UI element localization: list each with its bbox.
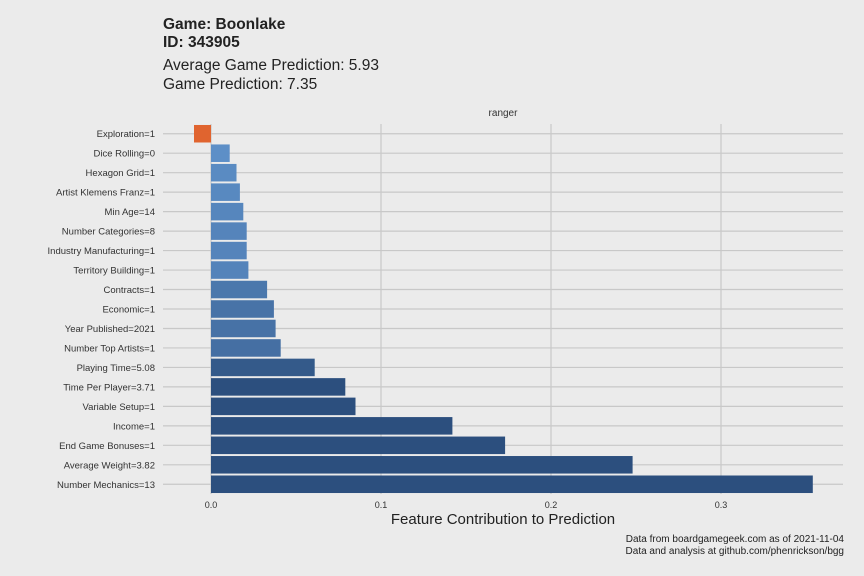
bar [211,417,453,435]
y-category-label: Number Categories=8 [62,227,155,238]
y-category-label: Number Top Artists=1 [64,343,155,354]
bar [211,241,247,260]
chart-title-id: ID: 343905 [163,34,240,51]
y-category-label: Dice Rolling=0 [93,149,155,160]
bar [211,397,356,416]
bar [211,163,237,182]
bar [211,358,315,377]
y-category-label: Industry Manufacturing=1 [48,246,155,257]
y-category-label: Variable Setup=1 [83,402,155,413]
bar [211,144,230,162]
bar [194,124,211,143]
x-tick-label: 0.2 [545,500,558,510]
y-category-label: Playing Time=5.08 [77,363,155,374]
bar [211,475,813,494]
bar [211,280,268,299]
label-layer: 0.0 0.1 0.2 0.3 Exploration=1 Dice Rolling=0 H… [48,129,728,510]
bar [211,319,276,338]
y-category-label: Year Published=2021 [65,324,155,335]
x-tick-label: 0.0 [205,500,218,510]
y-category-label: Territory Building=1 [73,266,155,277]
bar [211,456,633,474]
bar [211,202,244,221]
chart-title-game: Game: Boonlake [163,16,286,33]
bar [211,436,506,455]
x-tick-label: 0.3 [715,500,728,510]
y-category-label: Economic=1 [102,305,155,316]
subtitle-average-prediction: Average Game Prediction: 5.93 [163,57,379,74]
bar [211,261,249,279]
y-category-label: Income=1 [113,421,155,432]
bar [211,378,346,396]
bar-layer [194,124,813,494]
caption-source: Data from boardgamegeek.com as of 2021-1… [625,534,844,545]
y-category-label: Min Age=14 [105,207,155,218]
title-block: Game: Boonlake ID: 343905 Average Game P… [163,16,379,94]
x-axis-title: Feature Contribution to Prediction [391,511,615,528]
y-category-label: Artist Klemens Franz=1 [56,188,155,199]
y-category-label: Average Weight=3.82 [64,460,155,471]
y-category-label: Hexagon Grid=1 [86,168,155,179]
bar [211,300,274,318]
caption: Data from boardgamegeek.com as of 2021-1… [626,534,844,558]
bar [211,339,281,357]
bar [211,222,247,240]
y-category-label: Contracts=1 [104,285,156,296]
caption-analysis: Data and analysis at github.com/phenrick… [625,546,844,557]
x-tick-label: 0.1 [375,500,388,510]
y-category-label: Time Per Player=3.71 [63,382,155,393]
subtitle-game-prediction: Game Prediction: 7.35 [163,76,318,93]
facet-label: ranger [489,108,519,119]
y-category-label: Exploration=1 [97,129,155,140]
y-category-label: Number Mechanics=13 [57,480,155,491]
bar [211,183,240,201]
y-category-label: End Game Bonuses=1 [59,441,155,452]
